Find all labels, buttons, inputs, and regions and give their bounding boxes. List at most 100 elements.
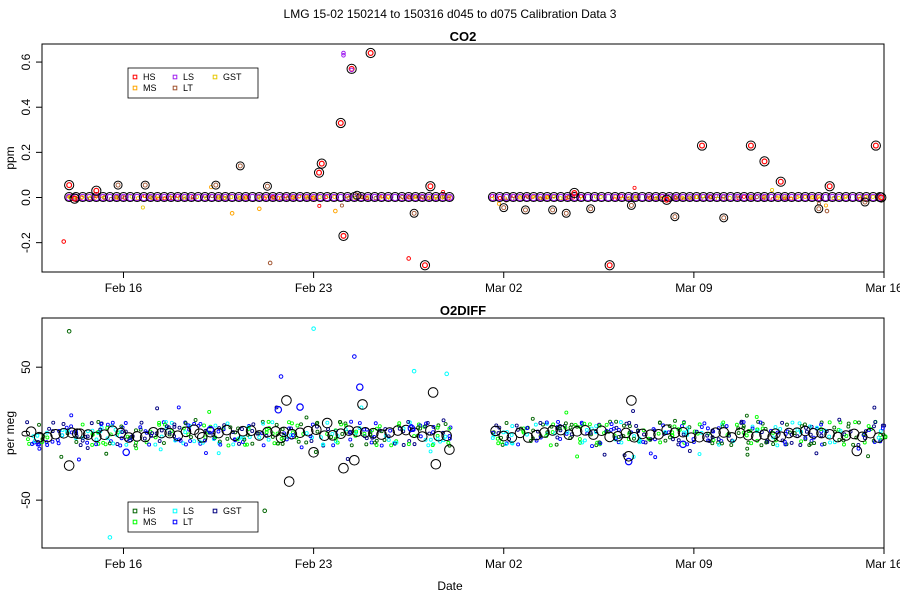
legend-swatch: [212, 508, 218, 514]
large-circle: [548, 192, 559, 203]
small-point: [158, 447, 163, 452]
small-point: [846, 421, 851, 426]
x-tick-label: Mar 16: [865, 557, 900, 571]
small-point: [657, 420, 662, 425]
small-point: [555, 435, 560, 440]
outlier-point: [61, 239, 67, 244]
outlier-point: [444, 371, 450, 377]
small-point: [255, 431, 260, 436]
small-point: [148, 195, 153, 200]
legend-swatch: [132, 74, 138, 80]
small-point: [416, 425, 421, 430]
small-point: [699, 425, 704, 429]
small-point: [85, 446, 90, 451]
data-points: [61, 47, 887, 271]
large-circle: [630, 192, 641, 203]
small-point: [827, 434, 832, 439]
small-point: [681, 430, 686, 435]
small-point: [697, 422, 702, 427]
small-point: [386, 437, 391, 442]
legend-swatch: [132, 85, 138, 91]
large-circle: [368, 427, 379, 439]
small-point: [176, 405, 181, 410]
large-circle: [179, 192, 190, 203]
small-point: [856, 446, 861, 451]
small-point: [814, 425, 819, 430]
small-point: [673, 418, 677, 423]
x-axis-label: Date: [437, 579, 463, 593]
small-point: [362, 431, 367, 436]
small-point: [420, 195, 425, 200]
small-point: [656, 431, 661, 436]
legend-swatch: [172, 508, 178, 514]
large-circle: [800, 192, 811, 203]
large-circle: [392, 425, 404, 436]
small-point: [96, 441, 101, 446]
small-point: [565, 430, 570, 435]
small-point: [705, 433, 710, 438]
small-point: [45, 443, 50, 447]
small-point: [274, 422, 279, 427]
hs-point: [71, 195, 78, 202]
small-point: [626, 437, 631, 442]
large-circle: [515, 192, 526, 203]
small-point: [373, 421, 378, 426]
large-circle: [444, 192, 455, 203]
small-point: [30, 442, 35, 446]
large-circle: [118, 192, 129, 203]
large-circle: [808, 428, 819, 439]
small-point: [727, 196, 732, 201]
small-point: [792, 431, 797, 436]
small-point: [789, 440, 794, 445]
small-point: [619, 440, 624, 445]
small-point: [338, 420, 343, 424]
large-circle: [275, 432, 287, 443]
x-tick-label: Mar 09: [675, 281, 713, 295]
large-circle: [793, 192, 804, 203]
hs-point: [699, 142, 706, 149]
large-circle: [759, 429, 770, 440]
large-circle: [352, 190, 362, 200]
small-point: [530, 416, 535, 421]
large-circle: [661, 194, 672, 205]
small-point: [204, 451, 208, 456]
legend-label: MS: [143, 517, 157, 527]
legend-label: GST: [223, 506, 242, 516]
small-point: [872, 424, 876, 429]
large-circle: [125, 192, 136, 203]
small-point: [676, 438, 681, 443]
large-circle: [626, 200, 636, 210]
small-point: [618, 420, 623, 425]
large-circle: [685, 432, 697, 443]
small-point: [627, 420, 632, 425]
large-circle: [596, 425, 607, 437]
small-point: [771, 430, 775, 435]
large-circle: [74, 428, 86, 439]
large-circle: [501, 192, 512, 203]
small-point: [428, 449, 433, 454]
small-point: [509, 433, 514, 437]
large-circle: [193, 192, 204, 203]
large-circle: [604, 260, 615, 271]
small-point: [138, 427, 143, 432]
small-point: [364, 442, 369, 447]
small-point: [139, 420, 144, 425]
small-point: [632, 185, 637, 190]
large-circle: [25, 426, 37, 437]
large-circle: [139, 431, 151, 443]
large-circle: [164, 427, 175, 439]
small-point: [203, 435, 208, 440]
small-point: [315, 429, 320, 434]
x-tick-label: Mar 02: [485, 281, 523, 295]
small-point: [289, 433, 294, 438]
x-tick-label: Feb 23: [295, 557, 333, 571]
large-circle: [199, 192, 210, 203]
small-point: [270, 420, 275, 425]
small-point: [186, 423, 191, 428]
large-circle: [262, 181, 272, 191]
large-circle: [623, 450, 634, 462]
large-circle: [814, 204, 824, 214]
small-point: [304, 440, 309, 445]
